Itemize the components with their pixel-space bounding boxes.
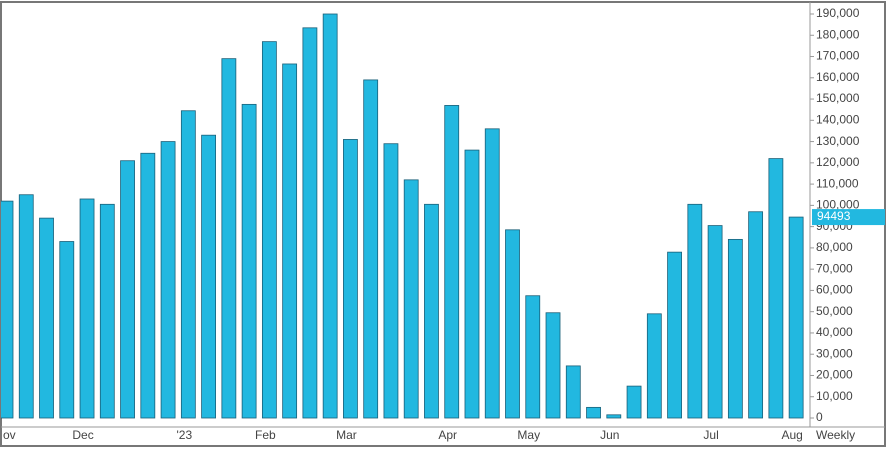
interval-label: Weekly [816, 428, 855, 442]
y-tick-label: 20,000 [816, 368, 853, 382]
bar [687, 203, 703, 419]
x-tick-label: Mar [336, 428, 357, 442]
last-value-badge [812, 209, 885, 226]
bar [707, 225, 723, 419]
x-tick-label: Apr [438, 428, 457, 442]
bar [727, 238, 743, 419]
y-tick-label: 10,000 [816, 389, 853, 403]
y-tick-label: 50,000 [816, 304, 853, 318]
bar [403, 179, 419, 419]
y-tick-label: 120,000 [816, 155, 860, 169]
y-tick-label: 40,000 [816, 325, 853, 339]
bar [241, 103, 257, 419]
x-tick-label: Dec [72, 428, 93, 442]
y-tick-label: 60,000 [816, 283, 853, 297]
bar [626, 385, 642, 419]
y-tick-label: 190,000 [816, 6, 860, 20]
bar [505, 229, 520, 419]
bar [788, 216, 804, 419]
bar [99, 203, 115, 419]
bar [1, 200, 14, 419]
bar [322, 13, 338, 419]
y-tick-label: 150,000 [816, 91, 860, 105]
bars [1, 13, 804, 419]
bar [586, 406, 601, 419]
y-tick-label: 100,000 [816, 198, 860, 212]
bar [464, 149, 480, 419]
y-tick-label: 170,000 [816, 49, 860, 63]
x-tick-label: May [517, 428, 540, 442]
bar [363, 79, 379, 419]
y-tick-label: 160,000 [816, 70, 860, 84]
bar [383, 143, 399, 419]
bar [667, 251, 682, 419]
bar [768, 158, 784, 419]
y-tick-label: 80,000 [816, 240, 853, 254]
bar [221, 58, 237, 419]
y-tick-label: 180,000 [816, 27, 860, 41]
bar [261, 41, 277, 419]
bar [444, 105, 460, 419]
bar [59, 241, 75, 419]
bar [140, 152, 156, 419]
y-tick-label: 110,000 [816, 176, 859, 190]
bar [160, 141, 176, 419]
bar [302, 27, 318, 419]
bar [282, 63, 298, 419]
bar [525, 295, 541, 419]
x-tick-label: Feb [255, 428, 276, 442]
bar [748, 211, 764, 419]
x-tick-label: Jul [703, 428, 718, 442]
x-tick-label: Aug [781, 428, 802, 442]
last-value-label: 94493 [817, 209, 851, 223]
bar [39, 217, 54, 419]
bar [79, 198, 95, 419]
bar [646, 313, 662, 419]
bar [201, 134, 217, 419]
x-tick-label: ov [3, 428, 16, 442]
bar [424, 203, 439, 419]
bar [484, 128, 500, 419]
bar [343, 139, 358, 419]
x-tick-label: '23 [177, 428, 193, 442]
x-tick-label: Jun [600, 428, 619, 442]
bar [18, 194, 34, 419]
y-tick-label: 140,000 [816, 112, 860, 126]
y-tick-label: 30,000 [816, 346, 853, 360]
bar [180, 110, 196, 419]
y-tick-label: 130,000 [816, 134, 860, 148]
y-tick-label: 0 [816, 410, 823, 424]
bar [565, 365, 581, 419]
bar [545, 312, 561, 419]
bar [120, 160, 135, 419]
bar [606, 414, 622, 419]
y-tick-label: 70,000 [816, 261, 853, 275]
